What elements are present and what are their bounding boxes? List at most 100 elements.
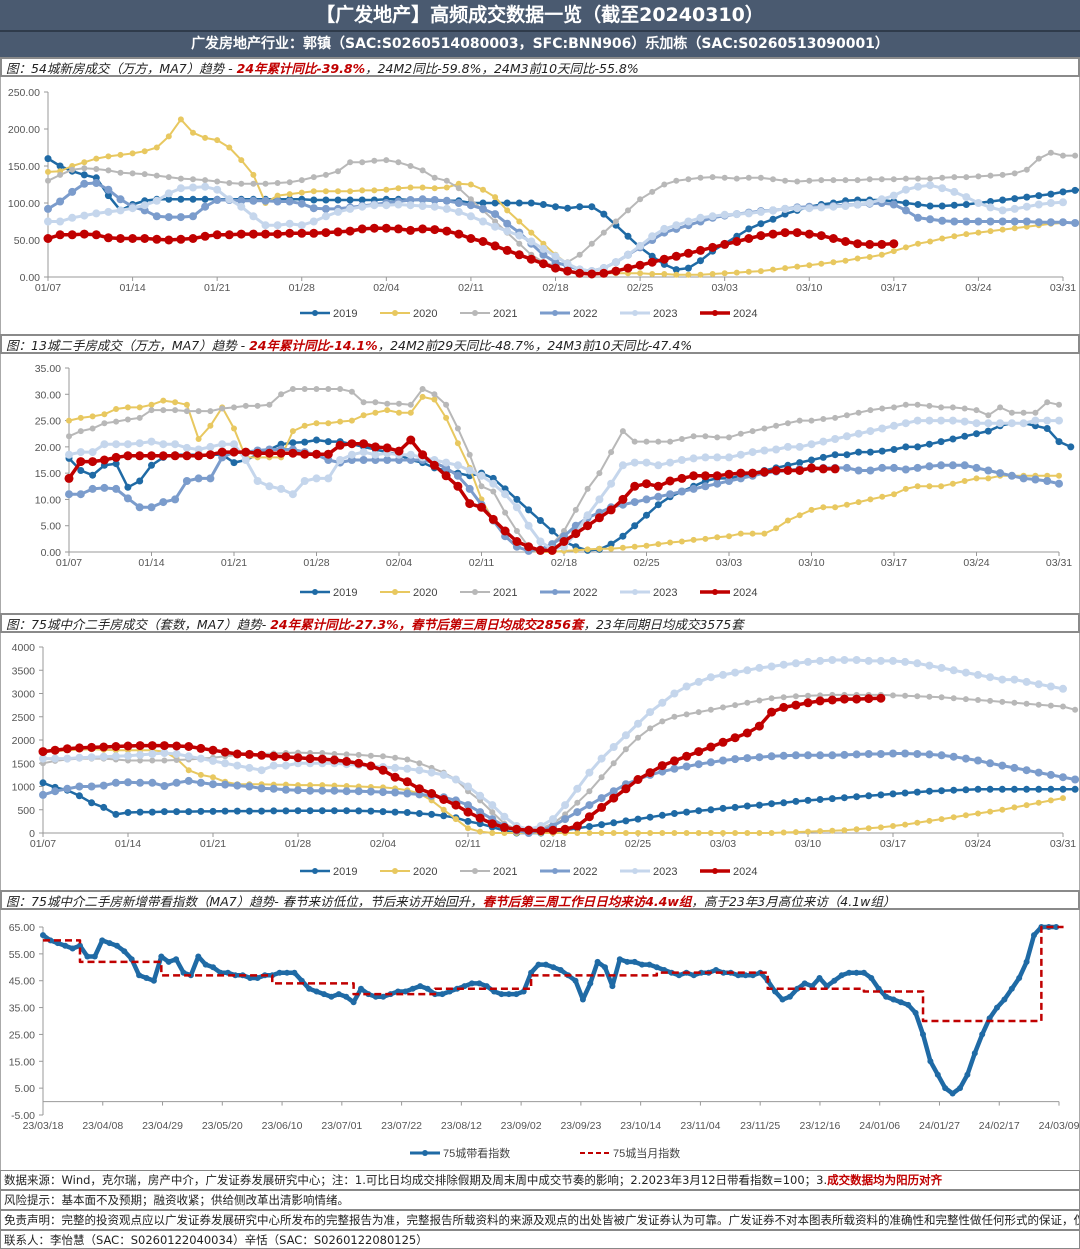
data-point xyxy=(76,457,86,467)
legend-label: 2024 xyxy=(733,587,757,599)
data-point xyxy=(624,250,632,259)
data-point xyxy=(891,404,897,411)
data-point xyxy=(512,537,522,546)
data-point xyxy=(979,1031,986,1038)
data-point xyxy=(696,213,705,222)
data-point xyxy=(937,438,945,446)
data-point xyxy=(100,803,108,811)
data-point xyxy=(877,195,886,204)
data-point xyxy=(830,177,837,184)
data-point xyxy=(285,228,295,238)
data-point xyxy=(731,755,740,764)
data-point xyxy=(701,482,710,491)
data-point xyxy=(830,259,837,266)
data-point xyxy=(877,239,887,249)
data-point xyxy=(148,461,155,469)
series-line-2022 xyxy=(47,181,1080,273)
data-point xyxy=(816,796,824,803)
data-point xyxy=(736,450,745,459)
data-point xyxy=(683,830,690,836)
legend-marker xyxy=(712,868,718,874)
data-point xyxy=(621,731,630,740)
data-point xyxy=(843,412,850,419)
data-point xyxy=(453,461,462,470)
data-point xyxy=(128,234,138,243)
data-point xyxy=(996,419,1005,428)
data-point xyxy=(333,227,343,237)
data-point xyxy=(201,195,209,203)
data-point xyxy=(830,464,840,474)
data-point xyxy=(926,202,934,210)
data-point xyxy=(1011,225,1018,232)
data-point xyxy=(631,958,638,965)
data-point xyxy=(655,438,662,445)
data-point xyxy=(75,753,84,762)
data-point xyxy=(358,202,367,211)
data-point xyxy=(101,411,108,418)
data-point xyxy=(160,808,168,816)
data-point xyxy=(1046,199,1055,207)
x-tick-label: 03/03 xyxy=(710,838,736,850)
data-point xyxy=(396,400,402,407)
data-point xyxy=(713,479,722,488)
data-point xyxy=(451,800,461,810)
data-point xyxy=(1072,152,1079,159)
data-point xyxy=(406,450,415,459)
data-point xyxy=(512,824,522,834)
x-tick-label: 02/11 xyxy=(455,838,481,850)
data-point xyxy=(671,830,678,836)
data-point xyxy=(285,219,294,228)
data-point xyxy=(594,513,604,523)
data-point xyxy=(196,754,205,763)
data-point xyxy=(319,782,326,789)
data-point xyxy=(744,699,751,706)
data-point xyxy=(999,196,1007,204)
data-point xyxy=(232,972,239,979)
data-point xyxy=(161,757,168,764)
data-point xyxy=(307,782,314,789)
data-point xyxy=(502,245,512,255)
data-point xyxy=(357,224,367,234)
data-point xyxy=(200,231,210,241)
caption-highlight: 24年累计同比-39.8% xyxy=(236,61,366,76)
data-point xyxy=(948,416,957,425)
data-point xyxy=(901,465,910,474)
data-point xyxy=(609,787,618,796)
data-point xyxy=(937,751,946,760)
data-point xyxy=(491,210,500,219)
data-point xyxy=(838,972,845,979)
data-point xyxy=(500,812,509,821)
data-point xyxy=(407,401,414,408)
data-point xyxy=(631,543,638,550)
data-point xyxy=(284,969,290,976)
data-point xyxy=(136,778,145,787)
x-tick-label: 01/07 xyxy=(30,838,56,850)
data-point xyxy=(659,718,666,725)
data-point xyxy=(176,184,185,193)
data-point xyxy=(69,945,76,952)
data-point xyxy=(804,796,812,804)
data-point xyxy=(665,476,675,486)
data-point xyxy=(749,428,756,435)
data-point xyxy=(359,187,366,194)
data-point xyxy=(749,530,756,537)
data-point xyxy=(478,483,485,490)
data-point xyxy=(297,221,306,230)
data-point xyxy=(111,742,121,751)
data-point xyxy=(321,228,331,238)
data-point xyxy=(961,478,968,484)
data-point xyxy=(1035,799,1042,806)
data-point xyxy=(183,408,190,415)
legend-marker xyxy=(472,589,478,595)
data-point xyxy=(112,484,121,493)
data-point xyxy=(843,501,850,508)
data-point xyxy=(45,168,51,175)
data-point xyxy=(202,961,209,968)
data-point xyxy=(124,404,131,411)
legend-label: 2021 xyxy=(493,587,517,599)
data-point xyxy=(238,157,245,164)
data-point xyxy=(796,459,804,467)
data-point xyxy=(756,207,765,216)
data-point xyxy=(1035,155,1042,162)
data-point xyxy=(454,425,461,432)
